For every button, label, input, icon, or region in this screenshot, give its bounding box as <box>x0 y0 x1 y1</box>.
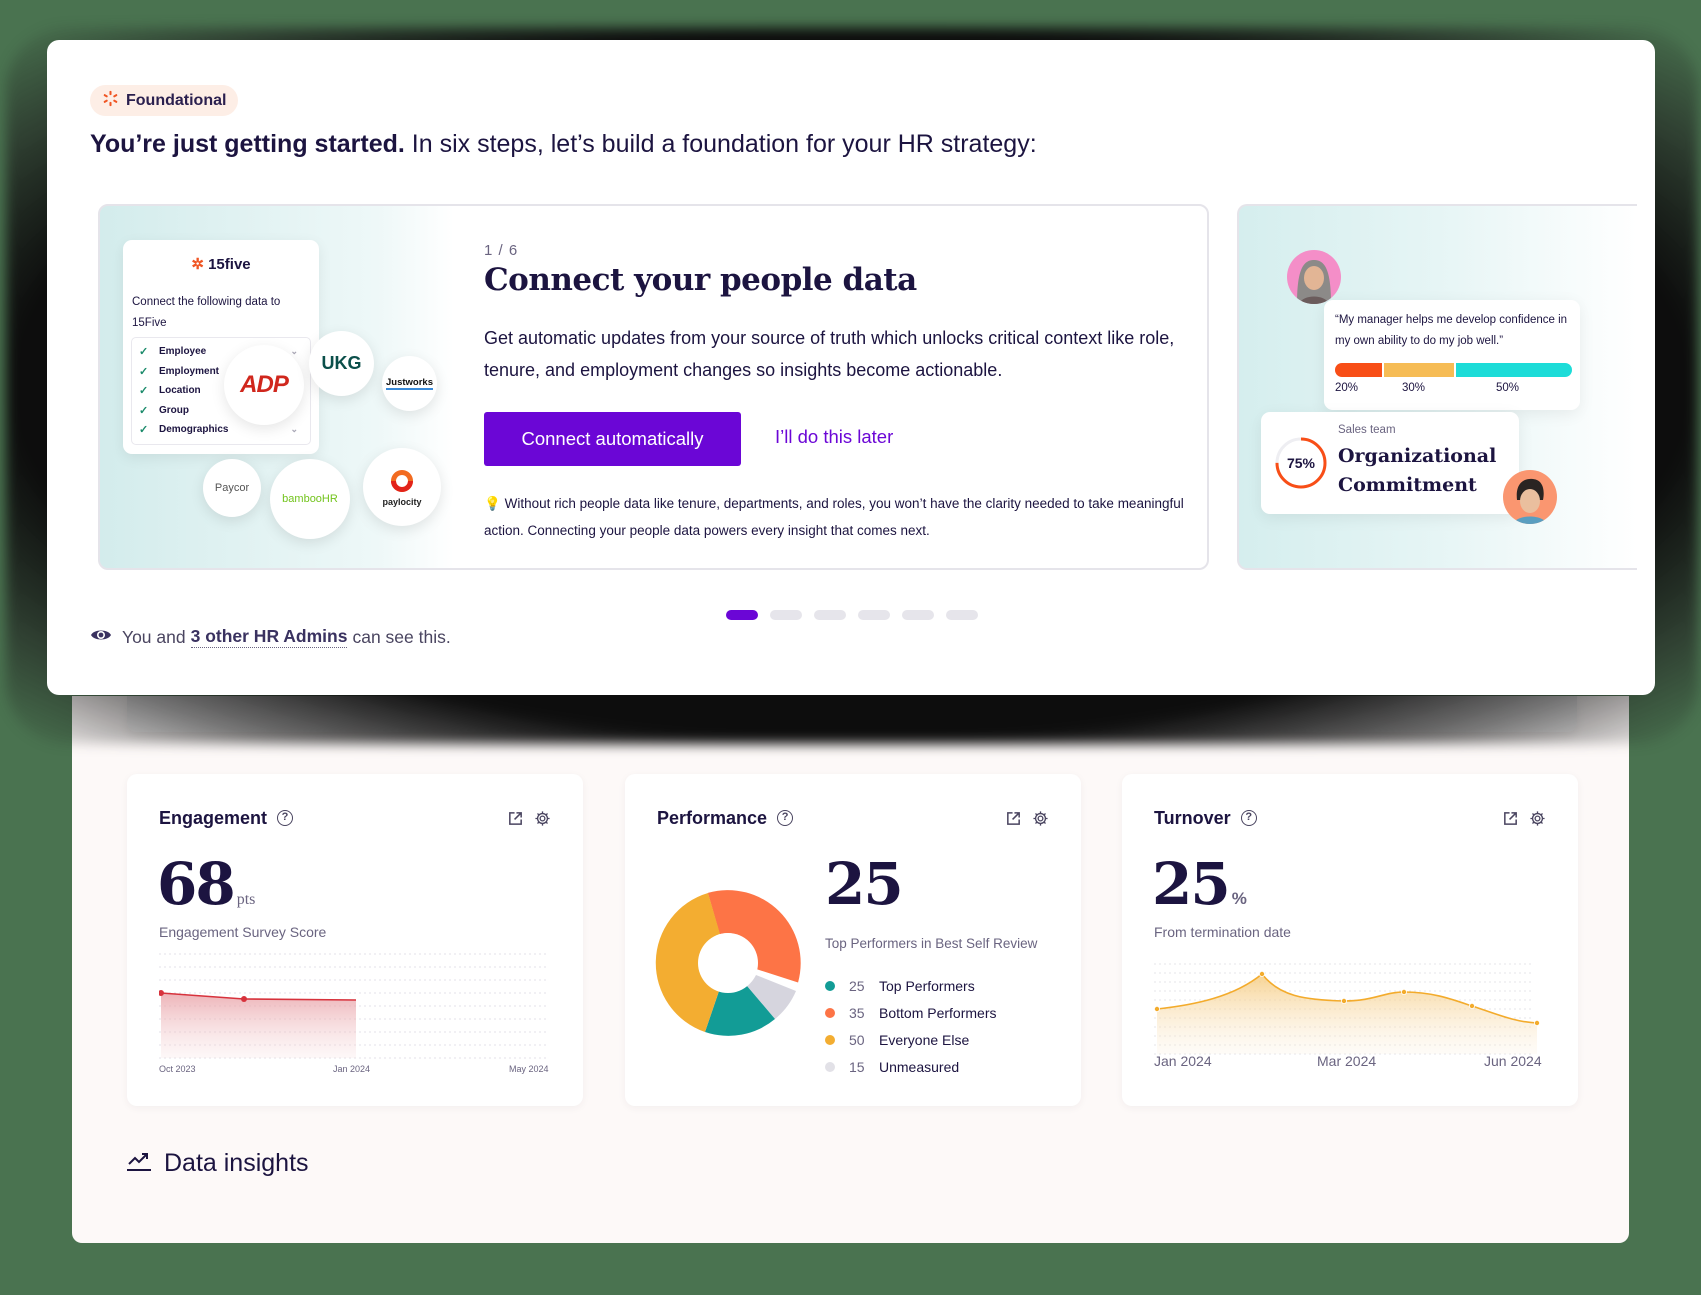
x-axis-label: Oct 2023 <box>159 1064 196 1074</box>
step-counter: 1 / 6 <box>484 242 519 259</box>
x-axis-label: Jan 2024 <box>1154 1053 1212 1069</box>
pagination-dot-2[interactable] <box>770 610 802 620</box>
adp-logo: ADP <box>224 345 304 425</box>
dashboard-panel: Engagement ? 68 pts Engagement Survey Sco… <box>72 696 1629 1243</box>
check-icon: ✓ <box>139 365 149 378</box>
x-axis-label: Jun 2024 <box>1484 1053 1542 1069</box>
data-item: ✓ Employee ⌄ <box>139 346 298 359</box>
external-link-icon[interactable] <box>507 810 524 827</box>
tip-text: 💡 Without rich people data like tenure, … <box>484 496 1184 538</box>
pagination-dot-4[interactable] <box>858 610 890 620</box>
fifteen-five-logo: ✲ 15five <box>191 256 251 273</box>
x-axis-label: Jan 2024 <box>333 1064 371 1074</box>
chevron-down-icon: ⌄ <box>290 424 298 435</box>
legend-item: 25 Top Performers <box>825 972 996 999</box>
check-icon: ✓ <box>139 385 149 398</box>
performance-donut-chart <box>655 890 801 1036</box>
external-link-icon[interactable] <box>1005 810 1022 827</box>
fifteen-five-star-icon <box>102 90 119 112</box>
data-item: ✓ Group <box>139 404 189 417</box>
pagination-dot-6[interactable] <box>946 610 978 620</box>
performance-legend: 25 Top Performers 35 Bottom Performers 50 E… <box>825 972 996 1080</box>
turnover-card[interactable]: Turnover ? 25% From termination date <box>1122 774 1578 1106</box>
turnover-title: Turnover <box>1154 807 1231 828</box>
performance-title: Performance <box>657 807 768 828</box>
onboarding-headline: You’re just getting started. In six step… <box>90 130 1037 158</box>
legend-item: 35 Bottom Performers <box>825 999 996 1026</box>
paylocity-logo: paylocity <box>363 448 441 526</box>
legend-item: 50 Everyone Else <box>825 1026 996 1053</box>
chevron-down-icon: ⌄ <box>290 346 298 357</box>
turnover-label: From termination date <box>1154 924 1291 940</box>
pagination-dot-5[interactable] <box>902 610 934 620</box>
data-insights-heading: Data insights <box>126 1149 309 1178</box>
check-icon: ✓ <box>139 424 149 437</box>
help-icon[interactable]: ? <box>277 810 294 826</box>
bamboohr-logo: bambooHR <box>270 459 350 539</box>
gear-icon[interactable] <box>1032 810 1049 827</box>
step-description: Get automatic updates from your source o… <box>484 328 1175 380</box>
performance-card[interactable]: Performance ? 25 Top Performers in Best … <box>625 774 1081 1106</box>
avatar <box>1503 470 1557 524</box>
organizational-commitment-card: 75% Sales team Organizational Commitment <box>1261 412 1519 514</box>
pagination-dot-1[interactable] <box>726 610 758 620</box>
turnover-value: 25% <box>1152 850 1247 918</box>
visibility-note: You and 3 other HR Admins can see this. <box>90 626 451 648</box>
survey-quote-card: “My manager helps me develop confidence … <box>1324 300 1580 410</box>
justworks-logo: Justworks <box>382 356 437 411</box>
data-items-list: ✓Employee⌄ ✓Employment⌄ ✓Location ✓Group… <box>131 337 311 445</box>
foundational-badge: Foundational <box>90 85 239 116</box>
pagination-dot-3[interactable] <box>814 610 846 620</box>
turnover-chart <box>1154 963 1540 1055</box>
do-this-later-link[interactable]: I’ll do this later <box>775 426 894 447</box>
performance-label: Top Performers in Best Self Review <box>825 936 1038 951</box>
engagement-value: 68 pts <box>157 850 256 918</box>
ukg-logo: UKG <box>309 331 374 396</box>
lightbulb-icon: 💡 <box>484 496 501 511</box>
carousel-slide-2[interactable]: “My manager helps me develop confidence … <box>1237 204 1637 570</box>
help-icon[interactable]: ? <box>777 810 794 826</box>
help-icon[interactable]: ? <box>1240 810 1257 826</box>
integration-panel: ✲ 15five Connect the following data to 1… <box>123 240 319 454</box>
trending-up-icon <box>126 1150 152 1177</box>
engagement-chart <box>159 953 549 1059</box>
engagement-label: Engagement Survey Score <box>159 924 327 940</box>
hr-admins-link[interactable]: 3 other HR Admins <box>190 626 348 648</box>
paycor-logo: Paycor <box>203 459 261 517</box>
data-item: ✓ Demographics ⌄ <box>139 424 298 437</box>
engagement-title: Engagement <box>159 807 268 828</box>
x-axis-label: Mar 2024 <box>1317 1053 1377 1069</box>
eye-icon <box>90 627 112 648</box>
performance-value: 25 <box>825 850 904 918</box>
check-icon: ✓ <box>139 404 149 417</box>
response-distribution-bar <box>1335 363 1572 377</box>
external-link-icon[interactable] <box>1502 810 1519 827</box>
engagement-card[interactable]: Engagement ? 68 pts Engagement Survey Sco… <box>127 774 583 1106</box>
carousel-slide-1: ✲ 15five Connect the following data to 1… <box>98 204 1209 570</box>
legend-item: 15 Unmeasured <box>825 1053 996 1080</box>
progress-ring: 75% <box>1274 436 1328 490</box>
gear-icon[interactable] <box>1529 810 1546 827</box>
gear-icon[interactable] <box>534 810 551 827</box>
step-title: Connect your people data <box>484 262 917 298</box>
check-icon: ✓ <box>139 346 149 359</box>
x-axis-label: May 2024 <box>509 1064 549 1074</box>
avatar <box>1287 250 1341 304</box>
data-item: ✓ Location <box>139 385 201 398</box>
carousel-pagination <box>726 610 978 620</box>
connect-automatically-button[interactable]: Connect automatically <box>484 412 741 466</box>
onboarding-card: Foundational You’re just getting started… <box>47 40 1655 695</box>
